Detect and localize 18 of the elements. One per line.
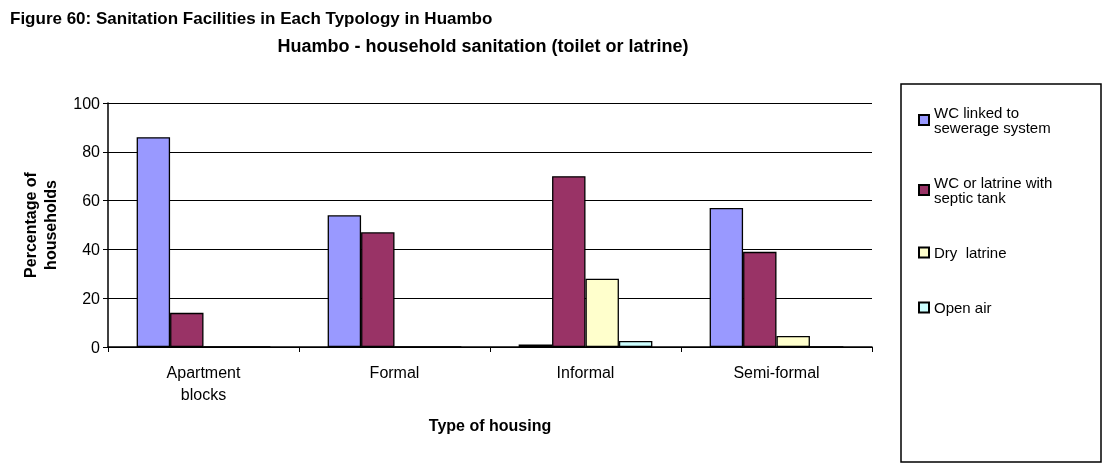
y-tick-label: 60 — [82, 192, 101, 210]
legend-label: Dry latrine — [934, 244, 1007, 261]
legend-label: WC linked to sewerage system — [934, 104, 1051, 136]
chart-title: Huambo - household sanitation (toilet or latrine) — [277, 36, 689, 56]
x-tick-label: Semi-formal — [733, 363, 820, 381]
y-tick-label: 0 — [91, 338, 101, 356]
y-tick-label: 80 — [82, 143, 101, 161]
y-tick-label: 100 — [73, 94, 101, 112]
caption: Figure 60: Sanitation Facilities in Each Typology in Huambo — [10, 9, 493, 28]
legend-label: Open air — [934, 299, 992, 316]
y-tick-label: 40 — [82, 240, 101, 258]
x-tick-label: Apartment blocks — [166, 363, 241, 403]
y-tick-label: 20 — [82, 289, 101, 307]
x-tick-label: Informal — [556, 363, 615, 381]
legend-label: WC or latrine with septic tank — [934, 174, 1053, 206]
x-tick-label: Formal — [369, 363, 420, 381]
y-axis-title: Percentage of households — [21, 171, 59, 278]
x-axis-title: Type of housing — [428, 416, 552, 434]
